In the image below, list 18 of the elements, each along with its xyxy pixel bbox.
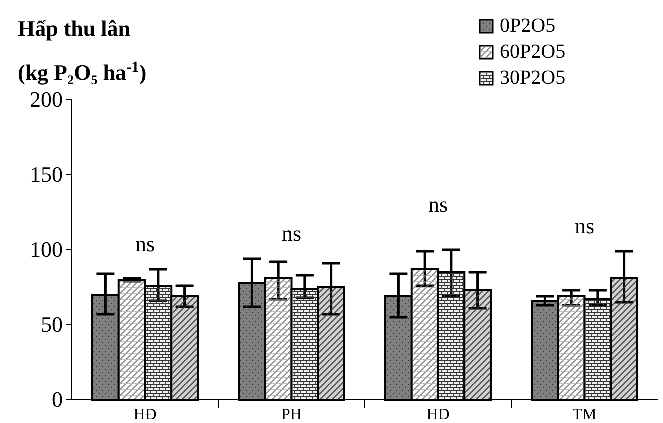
y-tick-label: 50 xyxy=(41,312,63,338)
x-tick-label: TM xyxy=(572,406,597,423)
y-axis-title: (kg P₂O₅ ha$^{-1}$) xyxy=(18,58,147,85)
legend-label: 30P2O5 xyxy=(500,67,566,89)
x-tick-label: PH xyxy=(282,406,302,423)
annotation: ns xyxy=(135,232,156,256)
x-tick-label: HD xyxy=(426,406,450,423)
legend-label: 0P2O5 xyxy=(500,15,556,37)
annotation: ns xyxy=(428,192,448,217)
annotation: ns xyxy=(282,221,302,246)
y-tick-label: 100 xyxy=(30,237,63,262)
annotation: ns xyxy=(574,214,595,238)
x-tick-label: HĐ xyxy=(134,406,157,423)
legend-label: 60P2O5 xyxy=(500,41,566,63)
y-tick-label: 0 xyxy=(52,387,63,412)
chart-title: Hấp thu lân xyxy=(18,16,130,41)
y-tick-label: 150 xyxy=(30,162,63,188)
y-tick-label: 200 xyxy=(30,87,63,112)
